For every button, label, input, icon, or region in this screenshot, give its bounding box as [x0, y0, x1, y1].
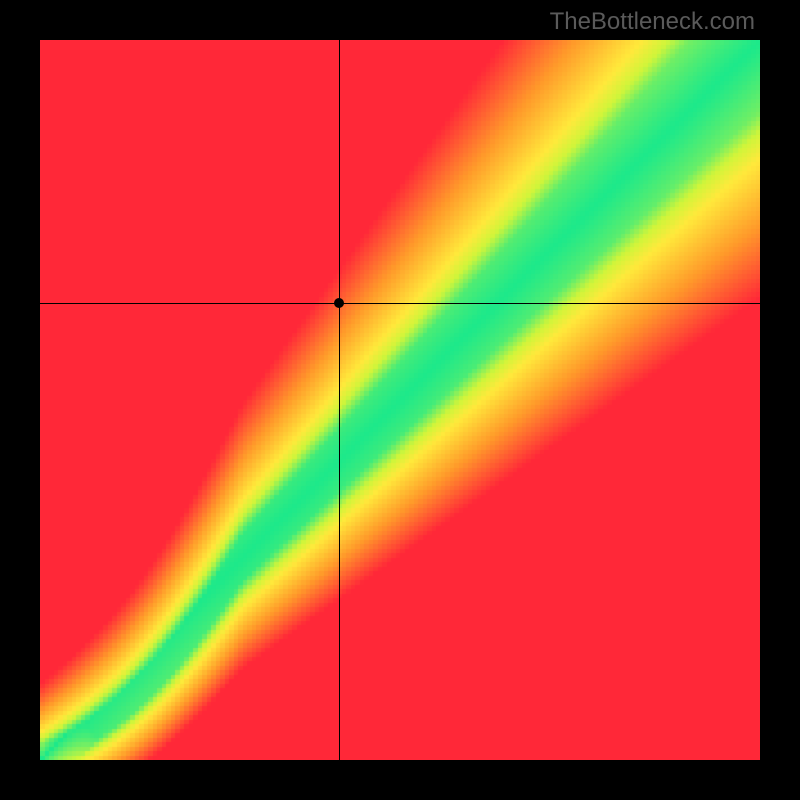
watermark-text: TheBottleneck.com	[550, 8, 755, 36]
crosshair-horizontal	[40, 303, 760, 304]
heatmap-canvas	[40, 40, 760, 760]
crosshair-vertical	[339, 40, 340, 760]
crosshair-marker	[334, 298, 344, 308]
heatmap-chart	[40, 40, 760, 760]
